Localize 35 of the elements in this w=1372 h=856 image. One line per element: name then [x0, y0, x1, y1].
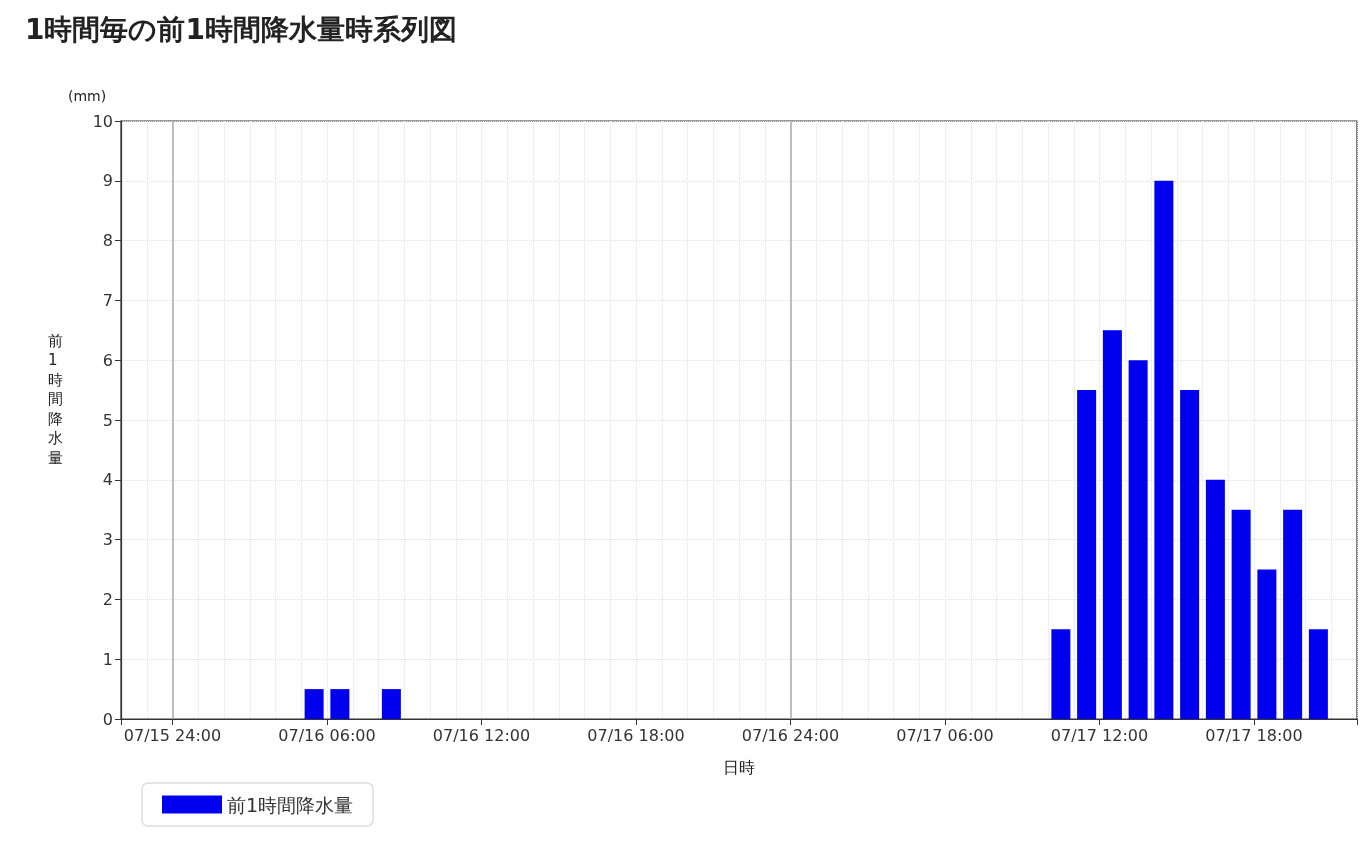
bar	[1231, 509, 1251, 719]
y-tick-label: 8	[102, 231, 113, 251]
x-tick-label: 07/16 24:00	[741, 725, 840, 745]
y-tick-label: 7	[102, 290, 113, 310]
y-tick-label: 2	[102, 589, 113, 609]
bar	[1051, 629, 1071, 719]
legend-label: 前1時間降水量	[227, 793, 354, 816]
bar	[1154, 180, 1174, 719]
bar	[1283, 509, 1303, 719]
bar	[1308, 629, 1328, 719]
chart-title: 1時間毎の前1時間降水量時系列図	[25, 12, 457, 46]
text: (mm)	[68, 88, 107, 104]
y-tick-label: 9	[102, 171, 113, 191]
x-tick-label: 07/16 18:00	[587, 725, 685, 745]
y-tick-label: 1	[102, 649, 113, 669]
bar	[1102, 330, 1122, 719]
x-tick-label: 07/17 18:00	[1205, 725, 1303, 745]
bar	[1257, 569, 1277, 719]
bar	[1128, 360, 1148, 719]
y-tick-label: 6	[102, 350, 113, 370]
x-axis-title: 日時	[723, 757, 755, 777]
y-tick-label: 4	[102, 470, 113, 490]
x-tick-label: 07/15 24:00	[123, 725, 222, 745]
y-axis-title: 前1時間降水量	[48, 331, 63, 467]
bar	[1205, 479, 1225, 719]
x-tick-label: 07/16 12:00	[432, 725, 531, 745]
x-tick-label: 07/16 06:00	[278, 725, 376, 745]
y-tick-label: 5	[102, 410, 113, 430]
y-tick-label: 0	[102, 709, 113, 729]
y-tick-label: 3	[102, 530, 113, 550]
y-tick-label: 10	[92, 111, 113, 131]
bar	[1180, 390, 1200, 719]
x-tick-label: 07/17 06:00	[896, 725, 994, 745]
bar	[1077, 390, 1097, 719]
x-tick-label: 07/17 12:00	[1050, 725, 1149, 745]
